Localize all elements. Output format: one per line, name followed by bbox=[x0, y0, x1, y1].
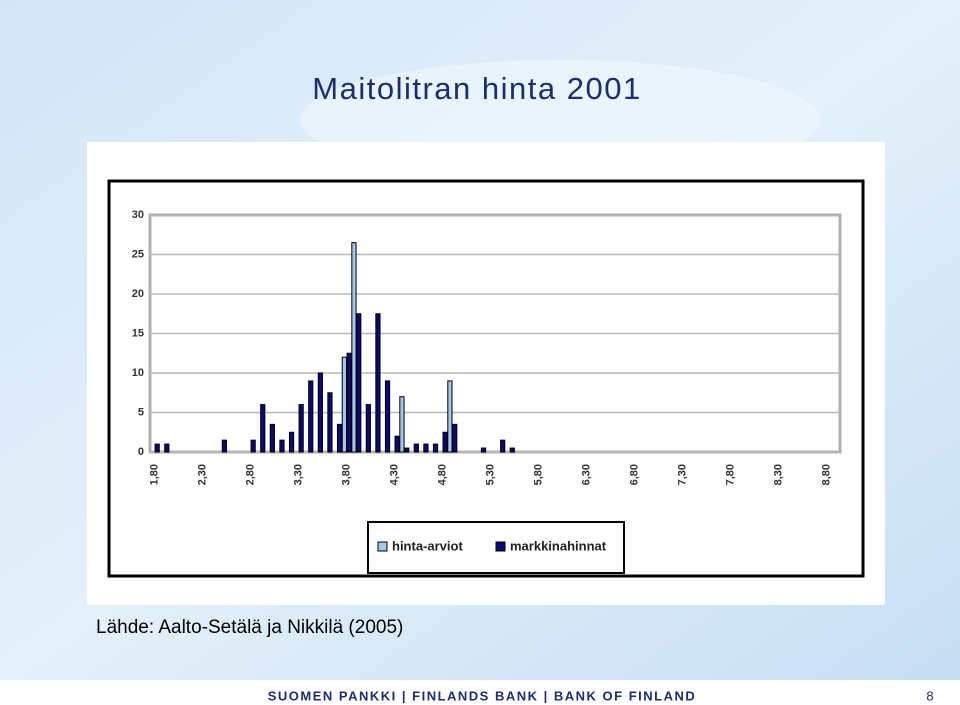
bar bbox=[480, 447, 487, 453]
bar bbox=[509, 447, 515, 453]
x-tick-label: 8,80 bbox=[821, 464, 833, 485]
bar bbox=[500, 439, 506, 453]
bar bbox=[399, 396, 405, 453]
y-tick-label: 20 bbox=[132, 288, 144, 300]
bar bbox=[447, 380, 453, 453]
x-tick-label: 3,30 bbox=[293, 464, 305, 485]
y-tick-label: 15 bbox=[132, 327, 144, 339]
bar bbox=[394, 435, 400, 453]
legend-label: markkinahinnat bbox=[510, 538, 607, 553]
bar bbox=[336, 423, 343, 453]
x-tick-label: 7,30 bbox=[677, 464, 689, 485]
footer-text: SUOMEN PANKKI | FINLANDS BANK | BANK OF … bbox=[268, 688, 697, 703]
bar bbox=[365, 404, 371, 453]
bar bbox=[327, 392, 333, 453]
x-tick-label: 2,80 bbox=[245, 464, 257, 485]
bar bbox=[298, 404, 304, 453]
bar bbox=[221, 439, 227, 453]
x-tick-label: 5,30 bbox=[485, 464, 497, 485]
bar bbox=[404, 447, 410, 453]
y-tick-label: 0 bbox=[138, 446, 144, 458]
legend-label: hinta-arviot bbox=[392, 538, 463, 553]
y-tick-label: 25 bbox=[132, 248, 144, 260]
page-number: 8 bbox=[926, 688, 933, 703]
x-tick-label: 6,80 bbox=[629, 464, 641, 485]
bar bbox=[442, 431, 448, 453]
x-tick-label: 3,80 bbox=[341, 464, 353, 485]
bar bbox=[269, 423, 275, 453]
x-tick-label: 2,30 bbox=[197, 464, 209, 485]
x-tick-label: 6,30 bbox=[581, 464, 593, 485]
bar bbox=[250, 439, 256, 453]
y-tick-label: 30 bbox=[132, 209, 144, 221]
x-tick-label: 8,30 bbox=[773, 464, 785, 485]
bar bbox=[432, 443, 439, 453]
bar bbox=[423, 443, 429, 453]
bar bbox=[375, 313, 381, 453]
bar bbox=[341, 356, 347, 453]
legend-swatch bbox=[377, 541, 388, 552]
x-tick-label: 7,80 bbox=[725, 464, 737, 485]
bar bbox=[351, 242, 357, 453]
y-tick-label: 5 bbox=[138, 406, 144, 418]
x-tick-label: 1,80 bbox=[149, 464, 161, 485]
bar bbox=[346, 352, 352, 453]
x-tick-label: 5,80 bbox=[533, 464, 545, 485]
bar bbox=[384, 380, 391, 453]
y-tick-label: 10 bbox=[132, 367, 144, 379]
bar bbox=[308, 380, 314, 453]
legend-swatch bbox=[495, 541, 506, 552]
x-tick-label: 4,30 bbox=[389, 464, 401, 485]
bar bbox=[164, 443, 170, 453]
bar bbox=[154, 443, 160, 453]
slide-title: Maitolitran hinta 2001 bbox=[312, 71, 641, 106]
bar bbox=[356, 313, 362, 453]
bar bbox=[260, 404, 266, 453]
bar bbox=[317, 372, 323, 453]
bar bbox=[279, 439, 285, 453]
bar bbox=[413, 443, 419, 453]
bar bbox=[288, 431, 295, 453]
bar bbox=[452, 423, 458, 453]
source-note: Lähde: Aalto-Setälä ja Nikkilä (2005) bbox=[96, 617, 403, 638]
x-tick-label: 4,80 bbox=[437, 464, 449, 485]
footer-band bbox=[0, 680, 960, 705]
